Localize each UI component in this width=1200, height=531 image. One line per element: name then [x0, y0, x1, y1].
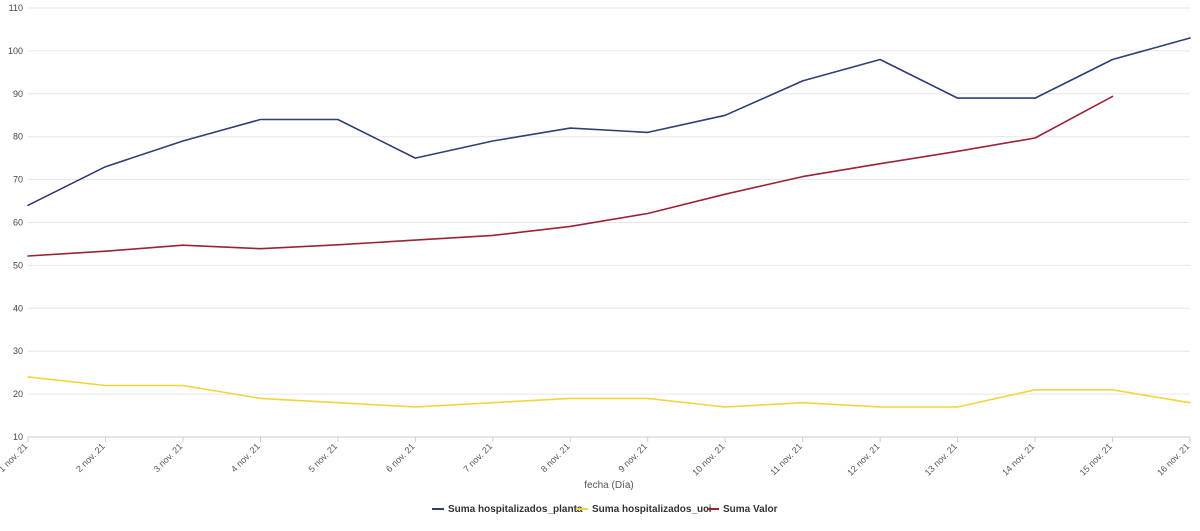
x-tick-label: 14 nov. 21 — [1000, 441, 1036, 477]
x-tick-label: 1 nov. 21 — [0, 441, 29, 474]
x-tick-label: 16 nov. 21 — [1155, 441, 1191, 477]
y-tick-label: 20 — [13, 389, 23, 399]
x-tick-label: 7 nov. 21 — [461, 441, 494, 474]
x-tick-label: 11 nov. 21 — [768, 441, 804, 477]
legend-item[interactable]: Suma hospitalizados_uci — [576, 504, 712, 515]
legend-label: Suma Valor — [723, 504, 778, 515]
legend: Suma hospitalizados_planta Suma hospitali… — [432, 504, 778, 515]
x-tick-label: 12 nov. 21 — [845, 441, 881, 477]
y-tick-label: 70 — [13, 175, 23, 185]
x-tick-label: 5 nov. 21 — [306, 441, 339, 474]
y-tick-labels: 10 20 30 40 50 60 70 80 90 100 110 — [8, 3, 23, 442]
series-lines — [27, 37, 1191, 408]
y-tick-label: 110 — [9, 3, 23, 13]
legend-label: Suma hospitalizados_planta — [448, 504, 583, 515]
axes — [27, 436, 1191, 442]
y-tick-label: 30 — [13, 346, 23, 356]
series-line-0 — [27, 37, 1191, 207]
y-tick-label: 60 — [13, 218, 23, 228]
x-tick-label: 6 nov. 21 — [384, 441, 417, 474]
x-tick-label: 4 nov. 21 — [229, 441, 262, 474]
x-tick-label: 15 nov. 21 — [1078, 441, 1114, 477]
x-tick-label: 8 nov. 21 — [539, 441, 572, 474]
y-tick-label: 80 — [13, 132, 23, 142]
x-axis-title: fecha (Día) — [584, 480, 633, 491]
series-line-2 — [27, 95, 1114, 257]
series-line-1 — [27, 376, 1191, 408]
y-tick-label: 90 — [13, 89, 23, 99]
y-tick-label: 10 — [13, 432, 23, 442]
gridlines — [28, 7, 1190, 438]
x-tick-labels: 1 nov. 21 2 nov. 21 3 nov. 21 4 nov. 21 5 no… — [0, 441, 1191, 477]
legend-label: Suma hospitalizados_uci — [592, 504, 712, 515]
y-tick-label: 40 — [13, 303, 23, 313]
x-tick-label: 2 nov. 21 — [74, 441, 107, 474]
x-tick-label: 3 nov. 21 — [152, 441, 185, 474]
y-tick-label: 100 — [8, 46, 23, 56]
legend-item[interactable]: Suma hospitalizados_planta — [432, 504, 583, 515]
y-tick-label: 50 — [13, 260, 23, 270]
x-tick-label: 13 nov. 21 — [923, 441, 959, 477]
x-tick-label: 10 nov. 21 — [690, 441, 726, 477]
x-tick-label: 9 nov. 21 — [616, 441, 649, 474]
legend-item[interactable]: Suma Valor — [707, 504, 778, 515]
